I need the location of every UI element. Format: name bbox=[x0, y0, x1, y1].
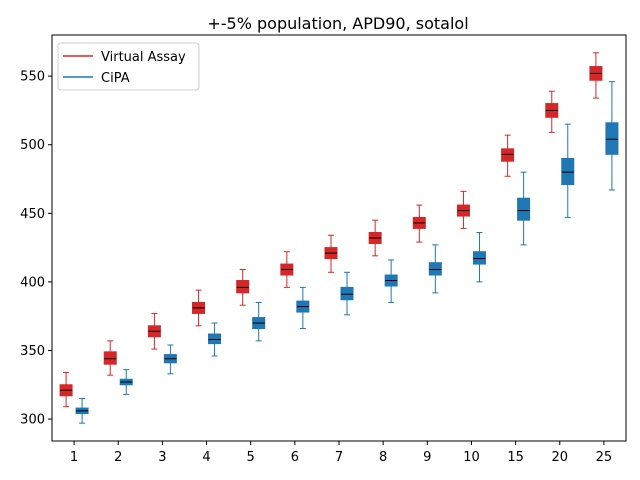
x-tick-label: 8 bbox=[379, 450, 387, 465]
axes-frame bbox=[51, 34, 627, 442]
cipa-box bbox=[208, 333, 222, 345]
x-tick-label: 10 bbox=[463, 450, 480, 465]
y-tick-label: 450 bbox=[20, 207, 45, 222]
legend-label-virtual-assay: Virtual Assay bbox=[101, 50, 186, 65]
y-tick-label: 400 bbox=[20, 275, 45, 290]
x-tick-label: 5 bbox=[247, 450, 255, 465]
cipa-box bbox=[472, 251, 486, 265]
cipa-box bbox=[428, 262, 442, 276]
cipa-box bbox=[561, 157, 575, 186]
cipa-box bbox=[605, 122, 619, 155]
x-tick-label: 9 bbox=[423, 450, 431, 465]
legend: Virtual Assay CiPA bbox=[57, 42, 200, 91]
chart-title: +-5% population, APD90, sotalol bbox=[207, 14, 468, 33]
y-tick-label: 350 bbox=[20, 344, 45, 359]
legend-label-cipa: CiPA bbox=[101, 71, 130, 86]
x-tick-label: 7 bbox=[335, 450, 343, 465]
virtual-assay-box bbox=[501, 148, 515, 162]
virtual-assay-box bbox=[103, 351, 117, 365]
x-tick-label: 6 bbox=[291, 450, 299, 465]
cipa-box bbox=[340, 286, 354, 301]
x-tick-label: 1 bbox=[70, 450, 78, 465]
cipa-box bbox=[517, 197, 531, 221]
legend-frame bbox=[57, 42, 200, 91]
y-tick-label: 500 bbox=[20, 138, 45, 153]
y-tick-label: 550 bbox=[20, 70, 45, 85]
x-tick-label: 20 bbox=[551, 450, 568, 465]
x-tick-label: 15 bbox=[507, 450, 524, 465]
x-tick-label: 3 bbox=[158, 450, 166, 465]
x-tick-label: 25 bbox=[596, 450, 613, 465]
x-tick-label: 2 bbox=[114, 450, 122, 465]
y-tick-label: 300 bbox=[20, 413, 45, 428]
plot-area: 300 350 400 450 500 550 1 2 3 4 5 6 7 8 9 10 15 20 25 bbox=[20, 34, 627, 465]
virtual-assay-box bbox=[236, 280, 250, 294]
x-tick-label: 4 bbox=[202, 450, 210, 465]
